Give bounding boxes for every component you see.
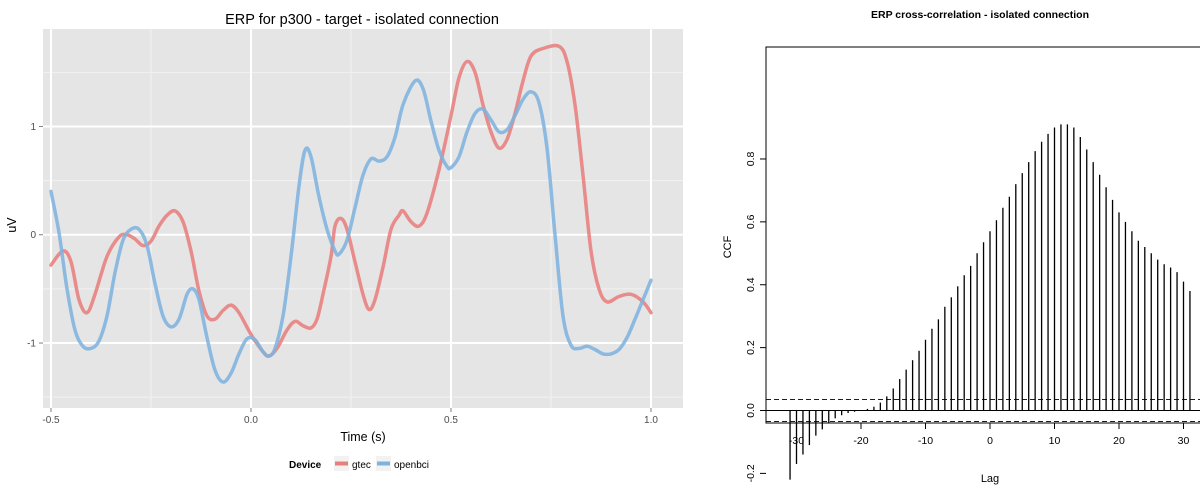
ccf-y-label: CCF [722, 235, 734, 258]
erp-series-line-gtec [49, 43, 653, 358]
ccf-y-tick-label: 0.2 [745, 340, 757, 355]
legend-label-openbci: openbci [394, 460, 429, 471]
ccf-x-tick-label: 20 [1113, 435, 1125, 447]
erp-y-tick-label: 0 [30, 230, 36, 241]
ccf-x-label: Lag [981, 473, 999, 485]
erp-x-tick-label: 0.5 [444, 415, 458, 426]
erp-y-axis: -1 0 1 [27, 122, 43, 350]
erp-plot-panel [43, 29, 683, 408]
erp-x-tick-label: 1.0 [644, 415, 658, 426]
erp-y-tick-label: -1 [27, 339, 36, 350]
ccf-y-axis: -0.2 0.0 0.2 0.4 0.6 0.8 [745, 152, 766, 482]
ccf-chart: ERP cross-correlation - isolated connect… [722, 9, 1200, 485]
erp-series-line-openbci [49, 78, 653, 384]
erp-chart: ERP for p300 - target - isolated connect… [5, 12, 683, 471]
ccf-x-tick-label: -10 [918, 435, 933, 447]
ccf-y-tick-label: 0.4 [745, 277, 757, 292]
legend-label-gtec: gtec [352, 460, 371, 471]
erp-y-label: uV [5, 217, 19, 233]
ccf-bars [789, 124, 1191, 480]
ccf-title: ERP cross-correlation - isolated connect… [871, 9, 1089, 21]
legend-title: Device [289, 460, 322, 471]
erp-grid-major [43, 29, 683, 408]
ccf-y-tick-label: 0.0 [745, 403, 757, 418]
ccf-x-tick-label: 30 [1178, 435, 1190, 447]
erp-x-label: Time (s) [340, 430, 385, 444]
ccf-y-tick-label: 0.6 [745, 214, 757, 229]
erp-x-axis: -0.5 0.0 0.5 1.0 [42, 408, 658, 426]
erp-x-tick-label: 0.0 [244, 415, 258, 426]
ccf-y-tick-label: -0.2 [745, 464, 757, 482]
ccf-x-tick-label: -30 [789, 435, 804, 447]
ccf-plot-frame [765, 46, 1200, 424]
ccf-x-axis: -30 -20 -10 0 10 20 30 [789, 423, 1190, 447]
ccf-x-tick-label: -20 [853, 435, 868, 447]
erp-x-tick-label: -0.5 [42, 415, 60, 426]
erp-series-lines [49, 43, 653, 384]
ccf-y-tick-label: 0.8 [745, 152, 757, 167]
erp-legend: Device gtec openbci [289, 456, 429, 471]
ccf-x-tick-label: 0 [987, 435, 993, 447]
erp-title: ERP for p300 - target - isolated connect… [225, 12, 499, 28]
ccf-x-tick-label: 10 [1049, 435, 1061, 447]
erp-y-tick-label: 1 [30, 122, 36, 133]
